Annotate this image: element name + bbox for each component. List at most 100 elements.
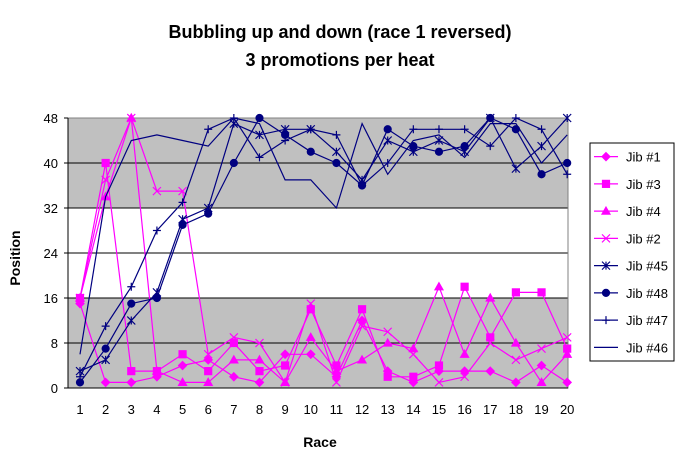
series-jib-47 (76, 114, 572, 381)
data-point (511, 377, 521, 388)
legend-marker (601, 288, 611, 297)
legend-marker (601, 179, 611, 188)
x-tick-label-5: 5 (179, 402, 186, 417)
series-jib-3 (75, 158, 572, 381)
data-point (101, 322, 110, 331)
data-point (204, 125, 213, 134)
legend-label: Jib #47 (626, 313, 668, 328)
legend-label: Jib #46 (626, 340, 668, 355)
data-point (563, 170, 572, 179)
data-point (562, 349, 573, 358)
data-point (537, 170, 546, 179)
series-jib-46 (79, 117, 568, 355)
legend-box (589, 142, 675, 362)
data-point (101, 175, 111, 185)
series-line (79, 117, 568, 355)
data-point (306, 299, 316, 309)
x-tick-label-15: 15 (432, 402, 446, 417)
x-axis-title: Race (303, 434, 337, 450)
data-point (434, 361, 444, 370)
data-point (127, 367, 136, 376)
data-point (151, 365, 162, 375)
data-point (434, 147, 444, 156)
data-point (255, 367, 264, 376)
data-point (75, 293, 85, 303)
data-point (460, 282, 469, 291)
data-point (511, 355, 521, 365)
data-point (459, 366, 470, 376)
data-point (228, 371, 239, 382)
legend-marker (602, 316, 610, 325)
data-point (383, 159, 392, 167)
data-point (537, 125, 546, 134)
x-tick-label-7: 7 (230, 402, 237, 417)
x-tick-label-10: 10 (304, 402, 318, 417)
data-point (460, 125, 469, 134)
data-point (433, 281, 445, 291)
data-point (357, 305, 367, 314)
data-point (254, 354, 265, 364)
data-point (511, 288, 520, 297)
data-point (255, 130, 264, 140)
legend-label: Jib #45 (626, 259, 668, 274)
data-point (177, 377, 188, 386)
y-tick-label-24: 24 (44, 246, 58, 261)
data-point (306, 147, 315, 156)
x-tick-label-17: 17 (483, 402, 497, 417)
data-point (203, 349, 213, 359)
data-point (331, 365, 342, 375)
series-layer (74, 112, 573, 388)
data-point (305, 332, 316, 341)
data-point (101, 344, 110, 353)
data-point (332, 158, 341, 168)
y-tick-label-0: 0 (51, 381, 58, 396)
data-point (101, 158, 110, 168)
legend-label: Jib #48 (626, 286, 668, 301)
data-point (460, 372, 470, 382)
data-point (485, 338, 495, 348)
data-point (537, 141, 546, 151)
data-point (76, 372, 84, 381)
data-point (126, 316, 136, 325)
data-point (281, 136, 290, 145)
data-point (152, 293, 162, 303)
series-line (79, 117, 568, 378)
data-point (254, 377, 265, 388)
data-point (331, 377, 341, 387)
x-tick-label-1: 1 (76, 402, 83, 417)
x-tick-label-20: 20 (560, 402, 574, 417)
legend: Jib #1 Jib #3 Jib #4 Jib #2 Jib #45 Jib #48 Ji… (589, 142, 675, 362)
legend-item: Jib #45 (594, 259, 668, 274)
x-tick-label-19: 19 (534, 402, 548, 417)
y-tick-label-32: 32 (44, 201, 58, 216)
x-tick-label-18: 18 (509, 402, 523, 417)
y-tick-label-40: 40 (44, 156, 58, 171)
legend-item: Jib #4 (594, 204, 661, 219)
x-tick-label-11: 11 (330, 402, 344, 417)
legend-marker (601, 261, 611, 271)
data-point (305, 349, 316, 360)
data-point (383, 327, 393, 337)
legend-marker (600, 205, 612, 215)
y-tick-label-16: 16 (44, 291, 58, 306)
y-tick-label-48: 48 (44, 111, 58, 126)
data-point (485, 366, 496, 376)
data-point (229, 338, 238, 348)
y-axis-title: Position (7, 230, 23, 285)
data-point (408, 343, 419, 353)
data-point (511, 114, 520, 122)
x-tick-label-9: 9 (282, 402, 289, 417)
legend-item: Jib #3 (594, 177, 661, 192)
data-point (152, 226, 161, 235)
data-point (409, 372, 418, 381)
data-point (562, 113, 572, 123)
data-point (383, 372, 392, 381)
data-point (460, 142, 469, 151)
data-point (562, 377, 573, 388)
data-point (537, 288, 546, 297)
x-tick-label-14: 14 (406, 402, 420, 417)
chart-title-line2: 3 promotions per heat (245, 50, 434, 70)
